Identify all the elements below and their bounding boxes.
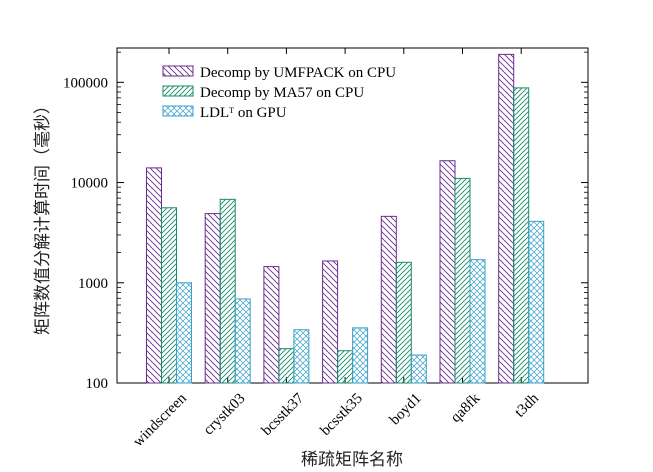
bar-gpu-bcsstk35 (352, 327, 369, 384)
legend-label-gpu: LDLT on GPU (200, 105, 287, 121)
y-tick-label: 1000 (78, 276, 108, 292)
bar-umfpack-crystk03 (204, 213, 221, 384)
bars (146, 53, 545, 384)
y-tick-label: 100 (86, 376, 109, 392)
legend-swatch-umfpack (162, 65, 194, 77)
x-tick-label-qa8fk: qa8fk (448, 390, 484, 426)
legend-swatch-ma57 (162, 85, 194, 97)
y-tick-label: 100000 (63, 75, 108, 91)
legend: Decomp by UMFPACK on CPU Decomp by MA57 o… (162, 65, 396, 121)
bar-gpu-boyd1 (410, 354, 427, 384)
bar-gpu-windscreen (176, 282, 192, 384)
y-axis-title: 矩阵数值分解计算时间（毫秒） (33, 97, 53, 335)
x-tick-label-t3dh: t3dh (512, 390, 543, 421)
bar-gpu-t3dh (528, 220, 545, 384)
bar-ma57-bcsstk37 (278, 348, 295, 384)
bar-umfpack-qa8fk (439, 160, 456, 384)
y-tick-label: 10000 (71, 176, 109, 192)
bar-ma57-crystk03 (219, 198, 236, 384)
x-axis-title: 稀疏矩阵名称 (301, 450, 403, 470)
legend-label-umfpack: Decomp by UMFPACK on CPU (200, 65, 396, 81)
bar-umfpack-bcsstk35 (322, 260, 339, 384)
bar-umfpack-windscreen (146, 167, 162, 384)
x-tick-label-windscreen: windscreen (130, 390, 190, 450)
x-tick-label-bcsstk37: bcsstk37 (259, 390, 308, 439)
x-tick-label-bcsstk35: bcsstk35 (317, 391, 365, 439)
legend-swatch-gpu (162, 105, 194, 117)
bar-gpu-crystk03 (234, 298, 251, 384)
bar-ma57-t3dh (513, 87, 530, 384)
legend-label-ma57: Decomp by MA57 on CPU (200, 85, 364, 101)
x-tick-label-boyd1: boyd1 (387, 391, 425, 429)
x-tick-label-crystk03: crystk03 (201, 391, 249, 439)
bar-ma57-windscreen (161, 207, 177, 384)
bar-ma57-qa8fk (454, 177, 471, 384)
bar-ma57-bcsstk35 (337, 350, 354, 384)
bar-gpu-bcsstk37 (293, 329, 310, 384)
bar-umfpack-boyd1 (380, 215, 397, 384)
bar-umfpack-t3dh (498, 53, 515, 384)
bar-umfpack-bcsstk37 (263, 266, 280, 384)
bar-gpu-qa8fk (469, 259, 486, 384)
y-axis: 100 1000 10000 100000 (63, 51, 588, 392)
bar-ma57-boyd1 (395, 261, 412, 384)
